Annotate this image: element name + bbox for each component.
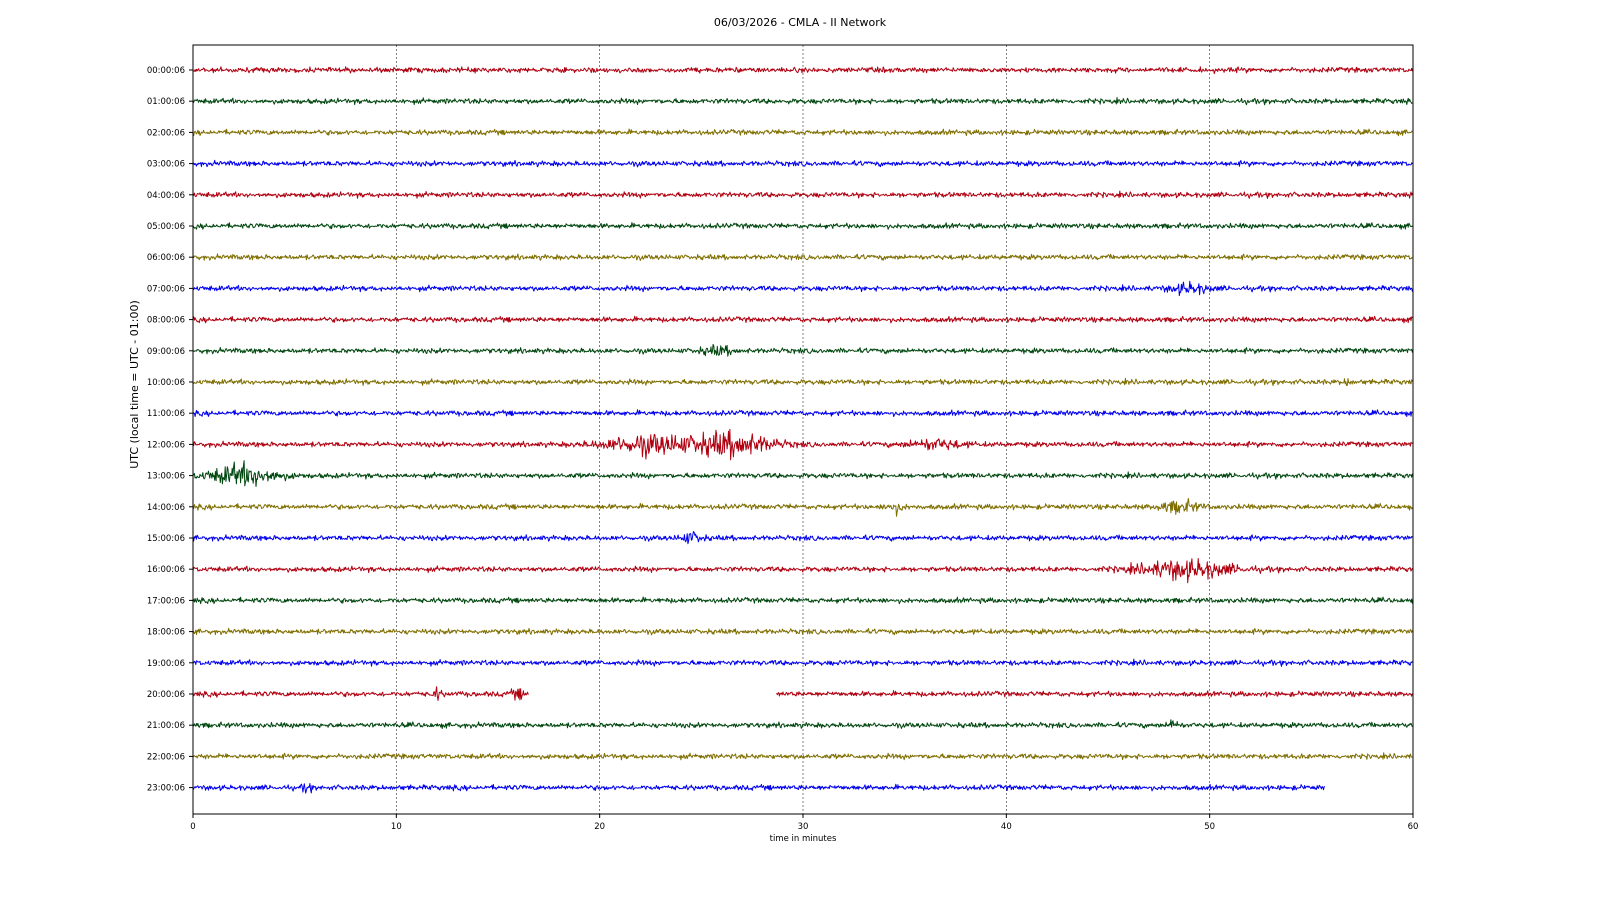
trace-10-00-06: [192, 377, 1413, 387]
y-tick-label: 15:00:06: [147, 534, 185, 544]
trace-02-00-06: [192, 128, 1413, 137]
trace-04-00-06: [192, 190, 1413, 199]
trace-21-00-06: [192, 719, 1413, 729]
chart-title: 06/03/2026 - CMLA - II Network: [714, 16, 887, 29]
y-tick-label: 20:00:06: [147, 690, 185, 700]
y-tick-label: 14:00:06: [147, 503, 185, 513]
trace-17-00-06: [192, 596, 1413, 605]
y-tick-label: 12:00:06: [147, 440, 185, 450]
x-tick-label: 30: [798, 822, 809, 832]
y-tick-label: 03:00:06: [147, 160, 185, 170]
x-tick-label: 60: [1408, 822, 1419, 832]
x-tick-label: 20: [594, 822, 605, 832]
grid-lines: [396, 45, 1210, 814]
trace-01-00-06: [192, 97, 1413, 106]
trace-18-00-06: [192, 627, 1413, 636]
trace-00-00-06: [192, 66, 1413, 75]
trace-11-00-06: [192, 409, 1413, 417]
trace-05-00-06: [192, 222, 1413, 230]
x-axis-label: time in minutes: [770, 834, 837, 844]
trace-20-00-06: [192, 686, 1414, 701]
x-tick-label: 40: [1001, 822, 1012, 832]
y-tick-label: 23:00:06: [147, 784, 185, 794]
trace-06-00-06: [192, 253, 1413, 261]
x-tick-label: 50: [1204, 822, 1215, 832]
trace-13-00-06: [192, 460, 1413, 487]
y-tick-label: 04:00:06: [147, 191, 185, 201]
y-tick-label: 07:00:06: [147, 284, 185, 294]
y-tick-label: 19:00:06: [147, 659, 185, 669]
y-tick-label: 13:00:06: [147, 472, 185, 482]
y-tick-label: 21:00:06: [147, 721, 185, 731]
trace-14-00-06: [192, 498, 1413, 517]
y-tick-label: 16:00:06: [147, 565, 185, 575]
y-tick-label: 01:00:06: [147, 97, 185, 107]
trace-23-00-06: [192, 783, 1325, 794]
y-tick-label: 08:00:06: [147, 316, 185, 326]
x-tick-labels: 0 10 20 30 40 50 60: [190, 814, 1418, 832]
trace-22-00-06: [192, 752, 1413, 761]
y-tick-label: 05:00:06: [147, 222, 185, 232]
trace-15-00-06: [192, 531, 1413, 545]
trace-16-00-06: [192, 558, 1413, 584]
y-tick-label: 06:00:06: [147, 253, 185, 263]
traces-layer: [192, 66, 1414, 794]
y-tick-label: 10:00:06: [147, 378, 185, 388]
trace-19-00-06: [193, 658, 1413, 667]
trace-03-00-06: [192, 159, 1413, 168]
y-tick-label: 22:00:06: [147, 752, 185, 762]
y-tick-label: 18:00:06: [147, 628, 185, 638]
trace-07-00-06: [192, 280, 1413, 297]
y-tick-label: 17:00:06: [147, 596, 185, 606]
y-tick-label: 09:00:06: [147, 347, 185, 357]
x-tick-label: 10: [391, 822, 402, 832]
x-tick-label: 0: [190, 822, 195, 832]
trace-12-00-06: [192, 428, 1413, 461]
y-axis-label: UTC (local time = UTC - 01:00): [128, 300, 141, 469]
y-tick-label: 00:00:06: [147, 66, 185, 76]
y-tick-labels: 00:00:06 01:00:06 02:00:06 03:00:06 04:00:06…: [147, 66, 193, 794]
trace-08-00-06: [192, 315, 1413, 324]
trace-09-00-06: [192, 343, 1413, 357]
y-tick-label: 02:00:06: [147, 128, 185, 138]
y-tick-label: 11:00:06: [147, 409, 185, 419]
